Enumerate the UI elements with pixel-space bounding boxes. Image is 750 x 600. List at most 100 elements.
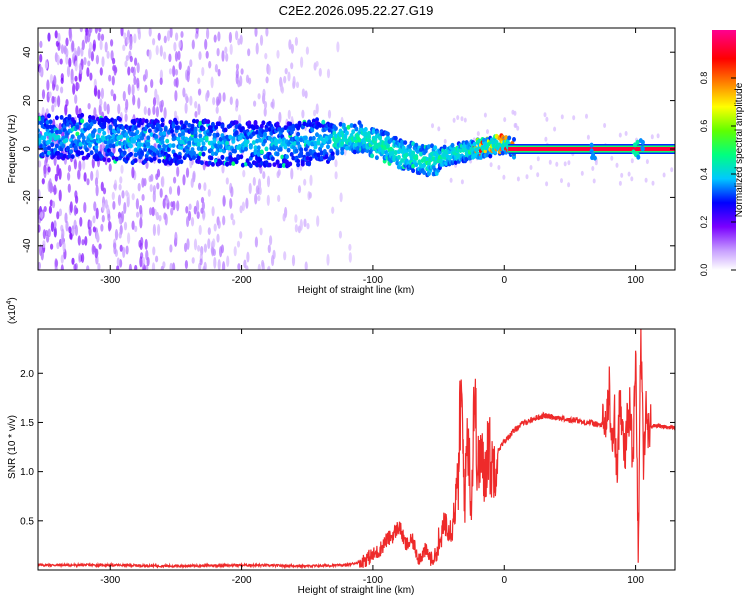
spectrogram-signal-cell	[65, 121, 70, 127]
spectrogram-signal-cell	[285, 154, 289, 160]
spectrogram-signal-cell	[157, 158, 162, 164]
spectrogram-signal-cell	[488, 153, 493, 159]
spectrogram-noise-cell	[101, 202, 105, 212]
spectrogram-signal-cell	[39, 144, 44, 150]
spectrogram-noise-cell	[338, 230, 342, 239]
spectrogram-signal-cell	[360, 148, 365, 154]
spectrogram-noise-cell	[175, 77, 179, 88]
spectrogram-signal-cell	[321, 119, 326, 125]
snr-multiplier-base: (x10	[7, 304, 18, 324]
spectrogram-noise-cell	[645, 159, 649, 165]
spectrogram-noise-cell	[94, 177, 99, 187]
spectrogram-noise-cell	[163, 51, 167, 60]
spectrogram-signal-cell	[77, 151, 81, 157]
spectrogram-noise-cell	[92, 245, 96, 253]
spectrogram-signal-cell	[251, 125, 256, 131]
spectrogram-noise-cell	[336, 41, 340, 53]
spectrogram-noise-cell	[580, 170, 584, 176]
spectrogram-noise-cell	[182, 174, 186, 186]
spectrogram-noise-cell	[243, 259, 247, 269]
spectrogram-signal-cell	[247, 120, 252, 126]
colorbar-tick-label: 0.4	[699, 168, 709, 181]
spectrogram-signal-cell	[316, 152, 321, 158]
spectrogram-signal-cell	[302, 121, 307, 127]
spectrogram-noise-cell	[257, 263, 261, 270]
spectrogram-signal-cell	[176, 136, 181, 142]
spectrogram-signal-cell	[635, 139, 640, 145]
spectrogram-noise-cell	[164, 213, 168, 226]
spectrogram-noise-cell	[327, 109, 332, 119]
spectrogram-noise-cell	[592, 178, 596, 184]
spectrogram-signal-cell	[48, 124, 53, 130]
spectrogram-noise-cell	[57, 32, 61, 43]
spectrogram-signal-cell	[340, 140, 345, 146]
spectrogram-noise-cell	[184, 259, 188, 270]
spectrogram-noise-cell	[159, 45, 163, 57]
spectrogram-noise-cell	[651, 180, 655, 186]
spectrogram-noise-cell	[42, 240, 46, 249]
spectrogram-noise-cell	[476, 131, 480, 137]
spectrogram-signal-cell	[354, 126, 359, 132]
spectrogram-signal-cell	[102, 130, 107, 136]
spectrogram-signal-cell	[47, 145, 51, 151]
spectrogram-noise-cell	[84, 236, 88, 246]
spectrogram-noise-cell	[125, 245, 129, 255]
spectrogram-noise-cell	[263, 107, 267, 117]
spectrogram-noise-cell	[39, 211, 44, 219]
spectrogram-signal-cell	[414, 162, 419, 168]
spectrogram-noise-cell	[99, 67, 103, 76]
spectrogram-signal-cell	[165, 138, 170, 144]
spectrogram-noise-cell	[155, 211, 159, 221]
spectrogram-signal-cell	[67, 114, 72, 119]
spectrogram-signal-cell	[218, 144, 223, 150]
spectrogram-signal-cell	[119, 134, 124, 140]
spectrogram-signal-cell	[297, 122, 302, 128]
spectrogram-signal-cell	[631, 149, 636, 155]
spectrogram-noise-cell	[127, 83, 131, 96]
spectrogram-signal-cell	[270, 156, 275, 162]
spectrogram-signal-cell	[122, 150, 127, 156]
spectrogram-noise-cell	[572, 115, 576, 121]
spectrogram-noise-cell	[237, 38, 241, 46]
spectrogram-signal-cell	[363, 131, 368, 137]
spectrogram-xtick-label: -200	[232, 275, 252, 286]
spectrogram-noise-cell	[55, 40, 60, 47]
spectrogram-noise-cell	[159, 69, 163, 80]
spectrogram-noise-cell	[233, 246, 237, 257]
spectrogram-signal-cell	[50, 142, 55, 148]
spectrogram-noise-cell	[201, 201, 205, 211]
spectrogram-signal-cell	[280, 127, 285, 133]
spectrogram-signal-cell	[179, 159, 184, 165]
spectrogram-signal-cell	[318, 123, 323, 128]
spectrogram-noise-cell	[90, 170, 94, 181]
spectrogram-noise-cell	[456, 115, 460, 121]
spectrogram-signal-cell	[89, 121, 94, 127]
spectrogram-signal-cell	[160, 122, 165, 128]
spectrogram-signal-cell	[256, 145, 261, 151]
spectrogram-noise-cell	[194, 33, 198, 40]
spectrogram-noise-cell	[516, 125, 520, 131]
spectrogram-signal-cell	[135, 134, 140, 140]
spectrogram-noise-cell	[68, 226, 72, 234]
spectrogram-noise-cell	[108, 74, 112, 82]
spectrogram-signal-cell	[395, 160, 400, 166]
spectrogram-noise-cell	[68, 57, 72, 68]
spectrogram-signal-cell	[315, 132, 319, 138]
spectrogram-noise-cell	[166, 30, 171, 42]
spectrogram-noise-cell	[79, 216, 83, 227]
spectrogram-signal-cell	[133, 158, 138, 163]
spectrogram-noise-cell	[99, 144, 103, 153]
spectrogram-noise-cell	[99, 39, 103, 51]
spectrogram-noise-cell	[87, 60, 91, 67]
spectrogram-signal-cell	[233, 148, 237, 154]
spectrogram-signal-cell	[322, 139, 327, 145]
spectrogram-noise-cell	[267, 265, 271, 270]
spectrogram-noise-cell	[152, 97, 157, 107]
spectrogram-noise-cell	[160, 99, 164, 108]
spectrogram-noise-cell	[122, 44, 126, 52]
spectrogram-noise-cell	[97, 32, 101, 41]
spectrogram-signal-cell	[422, 162, 427, 168]
spectrogram-noise-cell	[126, 36, 130, 44]
spectrogram-signal-cell	[303, 135, 308, 141]
